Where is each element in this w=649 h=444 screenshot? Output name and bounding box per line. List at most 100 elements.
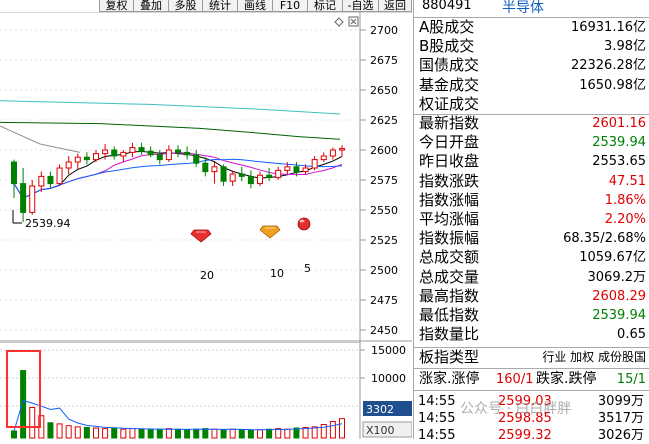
- volume-bar[interactable]: [266, 428, 273, 439]
- volume-bar[interactable]: [202, 428, 209, 439]
- volume-bar[interactable]: [147, 429, 154, 439]
- stat-value: 2539.94: [592, 135, 646, 151]
- draw-line-button[interactable]: 画线: [237, 0, 272, 12]
- volume-chart[interactable]: 15000 10000 3302 X100: [0, 341, 413, 439]
- volume-bar[interactable]: [339, 418, 345, 439]
- candle-body[interactable]: [29, 185, 36, 213]
- multi-stock-button[interactable]: 多股: [168, 0, 202, 12]
- volume-bar[interactable]: [65, 425, 72, 439]
- candle-body[interactable]: [220, 166, 227, 182]
- candle-body[interactable]: [38, 175, 45, 187]
- volume-bar[interactable]: [111, 427, 118, 439]
- mark-button[interactable]: 标记: [307, 0, 342, 12]
- volume-bar[interactable]: [156, 428, 163, 439]
- volume-bar[interactable]: [175, 428, 181, 439]
- candle-body[interactable]: [320, 155, 327, 161]
- overlay-button[interactable]: 叠加: [133, 0, 168, 12]
- volume-bar[interactable]: [275, 428, 282, 439]
- candle-body[interactable]: [339, 148, 345, 151]
- y-tick-label: 2650: [370, 84, 398, 97]
- close-icon[interactable]: [348, 16, 359, 27]
- volume-bar[interactable]: [120, 428, 127, 439]
- candle-body[interactable]: [93, 153, 99, 161]
- candle-body[interactable]: [20, 183, 27, 213]
- candle-body[interactable]: [102, 149, 109, 155]
- candle-body[interactable]: [83, 156, 90, 161]
- volume-bar[interactable]: [284, 428, 291, 439]
- candle-body[interactable]: [56, 167, 63, 185]
- volume-bar[interactable]: [247, 429, 254, 439]
- red-gem-icon[interactable]: [190, 229, 212, 243]
- candle-body[interactable]: [138, 147, 145, 152]
- volume-bar[interactable]: [102, 428, 109, 439]
- volume-bar[interactable]: [193, 428, 200, 439]
- candle-body[interactable]: [202, 162, 209, 173]
- low-annotation: 2539.94: [25, 217, 71, 230]
- candle-body[interactable]: [175, 149, 181, 153]
- candle-body[interactable]: [247, 175, 254, 185]
- candle-body[interactable]: [120, 151, 127, 157]
- volume-bar[interactable]: [257, 429, 263, 439]
- candle-body[interactable]: [293, 166, 300, 173]
- candle-body[interactable]: [184, 151, 191, 156]
- candle-body[interactable]: [266, 174, 273, 179]
- volume-bar[interactable]: [56, 423, 63, 439]
- back-button[interactable]: 返回: [378, 0, 412, 12]
- stat-value: 3069.2万: [587, 269, 647, 285]
- tick-volume: 3517万: [597, 411, 644, 426]
- sector-tabs[interactable]: 行业 加权 成份股国: [542, 350, 646, 364]
- candle-body[interactable]: [111, 149, 118, 157]
- candlestick-chart[interactable]: 2700 2675 2650 2625 2600 2575 2550 2525 2500 2475…: [0, 11, 412, 342]
- candle-body[interactable]: [238, 173, 245, 177]
- volume-bar[interactable]: [93, 427, 99, 439]
- index-name[interactable]: 半导体: [502, 0, 544, 16]
- volume-bar[interactable]: [293, 427, 300, 439]
- volume-bar[interactable]: [329, 421, 336, 439]
- candle-body[interactable]: [302, 167, 309, 173]
- candle-body[interactable]: [284, 166, 291, 171]
- volume-bar[interactable]: [11, 430, 17, 439]
- volume-bar[interactable]: [129, 428, 136, 439]
- volume-bar[interactable]: [83, 426, 90, 439]
- candle-body[interactable]: [275, 169, 282, 179]
- gold-gem-icon[interactable]: [259, 225, 281, 239]
- candle-body[interactable]: [74, 156, 81, 163]
- candle-body[interactable]: [193, 154, 200, 164]
- candle-body[interactable]: [129, 147, 136, 153]
- stat-row: 指数涨幅 1.86%: [414, 191, 649, 210]
- stat-value: 1650.98亿: [579, 77, 646, 93]
- volume-bar[interactable]: [320, 424, 327, 439]
- volume-bar[interactable]: [20, 370, 27, 439]
- chart-toolbar: 复权 叠加 多股 统计 画线 F10 标记 -自选 返回: [0, 0, 412, 12]
- statistics-button[interactable]: 统计: [202, 0, 237, 12]
- volume-bar[interactable]: [165, 428, 172, 439]
- volume-bar[interactable]: [47, 422, 54, 439]
- volume-bar[interactable]: [74, 426, 81, 439]
- candle-body[interactable]: [229, 173, 236, 182]
- watchlist-button[interactable]: -自选: [342, 0, 378, 12]
- volume-bar[interactable]: [220, 429, 227, 439]
- f10-button[interactable]: F10: [272, 0, 307, 12]
- volume-bar[interactable]: [29, 406, 36, 439]
- volume-bar[interactable]: [184, 429, 191, 439]
- stat-row: 权证成交: [414, 95, 649, 114]
- candle-body[interactable]: [257, 174, 263, 185]
- candle-body[interactable]: [165, 149, 172, 161]
- candle-body[interactable]: [11, 161, 17, 185]
- candle-body[interactable]: [47, 175, 54, 185]
- candle-body[interactable]: [329, 149, 336, 157]
- candle-body[interactable]: [211, 166, 218, 173]
- candle-body[interactable]: [65, 161, 72, 169]
- candle-body[interactable]: [147, 150, 154, 156]
- candle-body[interactable]: [156, 154, 163, 161]
- diamond-icon[interactable]: [334, 17, 344, 27]
- volume-bar[interactable]: [302, 426, 309, 439]
- volume-bar[interactable]: [211, 428, 218, 439]
- candle-body[interactable]: [311, 159, 318, 169]
- fuquan-button[interactable]: 复权: [99, 0, 133, 12]
- volume-bar[interactable]: [238, 429, 245, 439]
- volume-bar[interactable]: [229, 428, 236, 439]
- volume-bar[interactable]: [311, 426, 318, 439]
- volume-bar[interactable]: [138, 428, 145, 439]
- red-ball-icon[interactable]: [297, 217, 311, 231]
